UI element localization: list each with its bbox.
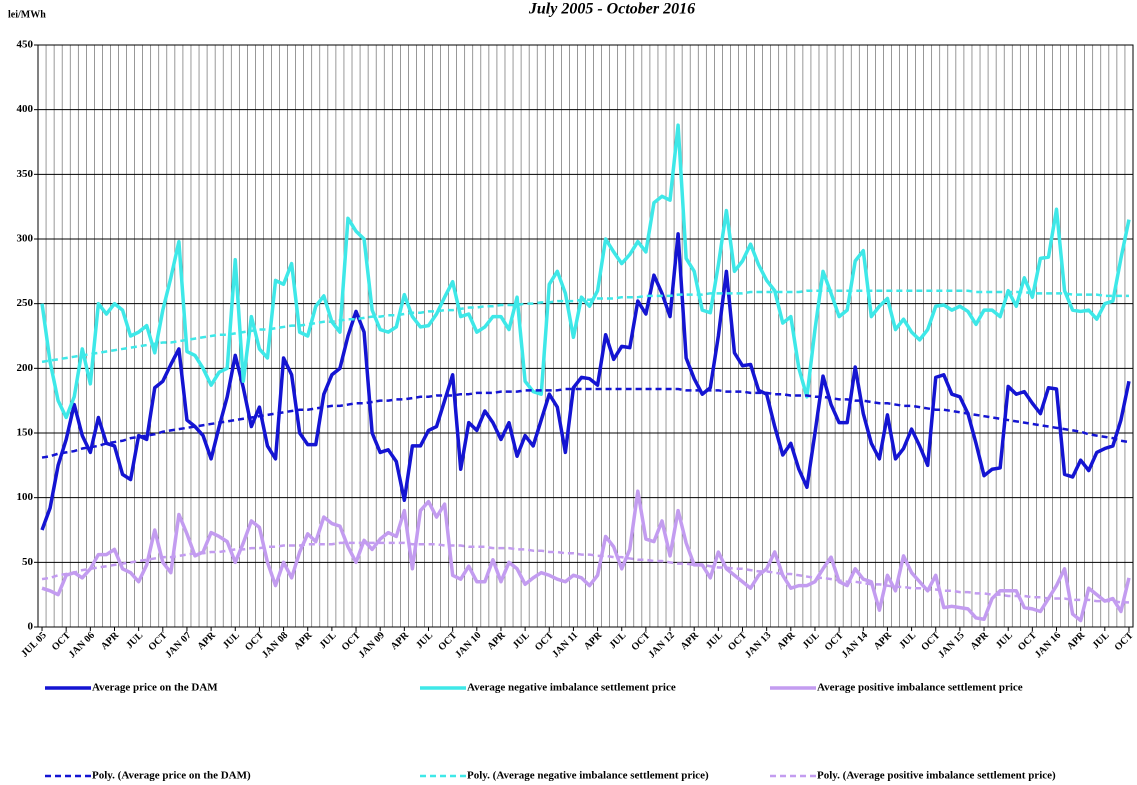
y-tick-label: 400 — [17, 103, 34, 115]
x-tick-label: JUL — [221, 630, 242, 651]
x-tick-label: APR — [679, 629, 702, 652]
x-tick-label: JUL — [124, 630, 145, 651]
x-tick-label: APR — [389, 629, 412, 652]
legend: Average price on the DAM Average negative… — [45, 682, 1056, 782]
x-tick-label: APR — [872, 629, 895, 652]
x-tick-label: JAN 14 — [840, 630, 870, 660]
x-tick-label: JAN 11 — [550, 630, 580, 660]
legend-label: Poly. (Average positive imbalance settle… — [817, 770, 1056, 782]
y-tick-label: 50 — [22, 556, 34, 568]
plot — [40, 123, 1131, 623]
plot-border — [37, 44, 1134, 628]
chart-title: July 2005 - October 2016 — [528, 1, 695, 18]
x-tick-label: APR — [968, 629, 991, 652]
x-tick-label: JUL — [511, 630, 532, 651]
y-tick-label: 200 — [17, 362, 34, 374]
x-tick-label: JUL — [897, 630, 918, 651]
x-tick-label: JUL 05 — [19, 630, 49, 660]
x-tick-label: JAN 07 — [163, 630, 193, 660]
y-tick-label: 150 — [17, 427, 34, 439]
x-tick-label: JUL — [994, 630, 1015, 651]
trend-line — [41, 387, 1130, 459]
series-line — [40, 123, 1131, 420]
x-tick-label: JUL — [607, 630, 628, 651]
trend-line — [41, 289, 1129, 364]
x-tick-label: JUL — [1090, 630, 1111, 651]
legend-label: Average price on the DAM — [92, 682, 218, 694]
trend-line — [41, 541, 1129, 604]
y-tick-label: 450 — [17, 39, 34, 51]
x-tick-label: JAN 12 — [646, 630, 676, 660]
x-tick-label: APR — [485, 629, 508, 652]
series-line — [41, 489, 1131, 623]
x-tick-label: JAN 16 — [1033, 630, 1063, 660]
x-tick-label: OCT — [1113, 630, 1136, 653]
x-tick-label: JUL — [704, 630, 725, 651]
x-tick-label: APR — [775, 629, 798, 652]
series-line — [40, 232, 1131, 531]
x-tick-label: JAN 09 — [357, 630, 387, 660]
x-tick-label: APR — [1065, 629, 1088, 652]
x-tick-label: APR — [196, 629, 219, 652]
x-tick-label: JAN 08 — [260, 630, 290, 660]
x-tick-label: JUL — [801, 630, 822, 651]
x-tick-label: JAN 15 — [936, 630, 966, 660]
x-tick-label: JAN 06 — [67, 630, 97, 660]
x-tick-label: APR — [582, 629, 605, 652]
y-tick-label: 0 — [28, 621, 34, 633]
legend-label: Average positive imbalance settlement pr… — [817, 682, 1023, 694]
y-tick-label: 300 — [17, 233, 34, 245]
x-tick-label: JAN 10 — [453, 630, 483, 660]
y-axis-label: lei/MWh — [8, 9, 46, 20]
legend-label: Poly. (Average negative imbalance settle… — [467, 770, 709, 782]
y-tick-label: 250 — [17, 297, 34, 309]
y-tick-label: 350 — [17, 168, 34, 180]
legend-label: Poly. (Average price on the DAM) — [92, 770, 251, 782]
x-tick-label: JAN 13 — [743, 630, 773, 660]
x-tick-label: APR — [99, 629, 122, 652]
x-tick-label: JUL — [317, 630, 338, 651]
y-tick-label: 100 — [17, 491, 34, 503]
grid: 0 50 100 150 200 250 300 350 400 450 JUL 05 OCT JAN … — [17, 39, 1136, 661]
legend-label: Average negative imbalance settlement pr… — [467, 682, 676, 694]
x-tick-label: JUL — [414, 630, 435, 651]
x-tick-label: APR — [292, 629, 315, 652]
